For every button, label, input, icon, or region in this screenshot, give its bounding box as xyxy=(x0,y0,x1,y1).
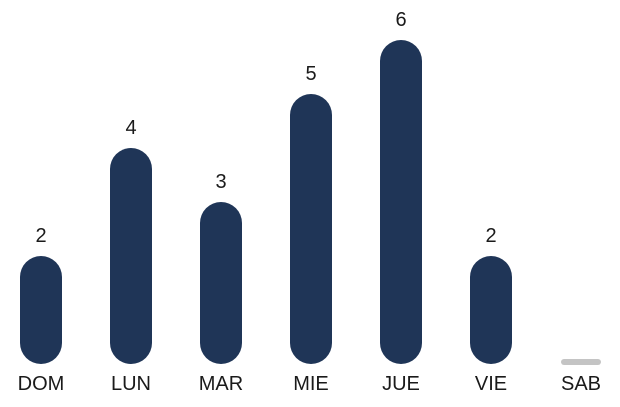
value-label-jue: 6 xyxy=(395,9,406,31)
bar-dom xyxy=(20,256,62,364)
x-tick-label-dom: DOM xyxy=(18,373,65,395)
x-tick-label-mar: MAR xyxy=(199,373,243,395)
bar-jue xyxy=(380,40,422,364)
x-tick-label-jue: JUE xyxy=(382,373,420,395)
bar-mie xyxy=(290,94,332,364)
x-tick-label-vie: VIE xyxy=(475,373,507,395)
value-label-mar: 3 xyxy=(215,171,226,193)
bar-sab-empty xyxy=(561,359,601,365)
bar-vie xyxy=(470,256,512,364)
value-label-vie: 2 xyxy=(485,225,496,247)
bar-mar xyxy=(200,202,242,364)
x-tick-label-mie: MIE xyxy=(293,373,329,395)
x-tick-label-sab: SAB xyxy=(561,373,601,395)
value-label-lun: 4 xyxy=(125,117,136,139)
x-tick-label-lun: LUN xyxy=(111,373,151,395)
value-label-mie: 5 xyxy=(305,63,316,85)
value-label-dom: 2 xyxy=(35,225,46,247)
bar-lun xyxy=(110,148,152,364)
